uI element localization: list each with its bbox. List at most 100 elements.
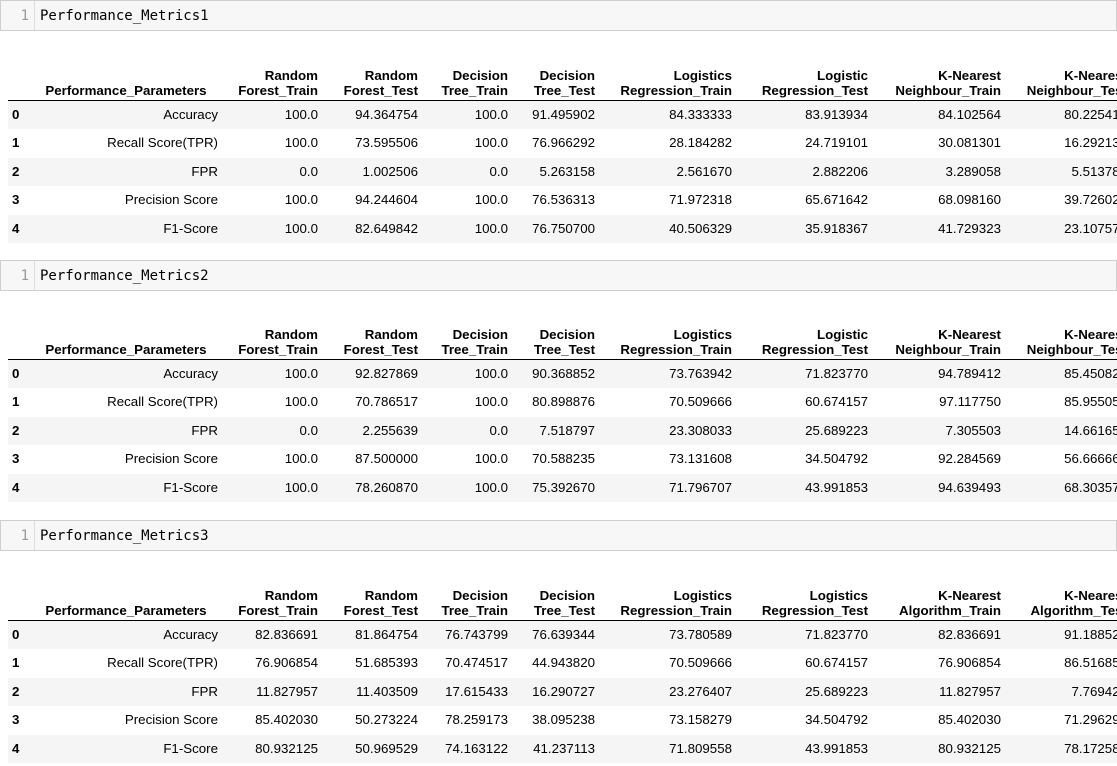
table-cell: 100.0	[474, 135, 508, 151]
column-header: Logistics Regression_Train	[620, 326, 732, 357]
code-input-cell[interactable]: 1 Performance_Metrics3	[0, 520, 1117, 551]
table-cell: 76.966292	[532, 135, 595, 151]
table-row: 1 Recall Score(TPR) 100.0 73.595506 100.0 76.…	[8, 129, 1117, 158]
table-cell: Precision Score	[124, 451, 218, 467]
table-cell: 0.0	[489, 422, 509, 438]
table-cell: 100.0	[284, 479, 318, 495]
code-text[interactable]: Performance_Metrics2	[40, 267, 209, 284]
code-text[interactable]: Performance_Metrics3	[40, 527, 209, 544]
table-cell: 5.513784	[1071, 163, 1117, 179]
table-cell: 2.561670	[676, 163, 732, 179]
table-cell: 83.913934	[805, 106, 868, 122]
table-cell: 100.0	[474, 394, 508, 410]
table-cell: 73.158279	[669, 712, 732, 728]
row-index: 0	[12, 626, 20, 642]
table-cell: 71.972318	[669, 192, 732, 208]
table-cell: Recall Score(TPR)	[107, 394, 218, 410]
table-cell: 0.0	[299, 163, 319, 179]
code-input-cell[interactable]: 1 Performance_Metrics2	[0, 260, 1117, 291]
table-cell: 30.081301	[938, 135, 1001, 151]
table-cell: 100.0	[474, 451, 508, 467]
table-cell: 40.506329	[669, 220, 732, 236]
table-row: 1 Recall Score(TPR) 76.906854 51.685393 70.4…	[8, 649, 1117, 678]
table-cell: 73.763942	[669, 365, 732, 381]
row-index: 0	[12, 106, 20, 122]
column-header: K-Nearest Neighbour_Train	[895, 326, 1001, 357]
table-cell: 78.172589	[1064, 740, 1117, 756]
table-cell: 78.260870	[355, 479, 418, 495]
column-header: K-Nearest Algorithm_Train	[899, 587, 1001, 618]
code-text[interactable]: Performance_Metrics1	[40, 7, 209, 24]
table-cell: F1-Score	[163, 220, 218, 236]
table-cell: 56.666667	[1064, 451, 1117, 467]
table-row: 4 F1-Score 100.0 82.649842 100.0 76.750700 40.…	[8, 214, 1117, 243]
line-number: 1	[1, 261, 35, 290]
table-cell: 1.002506	[362, 163, 418, 179]
table-cell: 25.689223	[805, 683, 868, 699]
table-cell: 23.107570	[1064, 220, 1117, 236]
table-cell: F1-Score	[163, 479, 218, 495]
row-index: 2	[12, 422, 20, 438]
line-number: 1	[1, 1, 35, 30]
row-index: 3	[12, 192, 20, 208]
column-header: K-Nearest Neighbour_Test	[1026, 326, 1117, 357]
table-cell: 76.536313	[532, 192, 595, 208]
table-cell: 85.402030	[938, 712, 1001, 728]
table-cell: 7.769424	[1071, 683, 1117, 699]
row-index: 4	[12, 479, 20, 495]
table-header-row: Performance_Parameters Random Forest_Trai…	[8, 573, 1117, 620]
table-cell: 0.0	[299, 422, 319, 438]
column-header: Decision Tree_Test	[533, 587, 595, 618]
table-cell: 85.955056	[1064, 394, 1117, 410]
table-cell: 34.504792	[805, 451, 868, 467]
table-cell: 97.117750	[939, 394, 1001, 410]
row-index: 1	[12, 655, 20, 671]
column-header: Random Forest_Train	[238, 326, 318, 357]
table-cell: Accuracy	[163, 626, 218, 642]
table-cell: 92.827869	[355, 365, 418, 381]
table-cell: 73.131608	[669, 451, 732, 467]
column-header: Performance_Parameters	[45, 82, 207, 98]
row-index: 3	[12, 451, 20, 467]
table-cell: 100.0	[474, 192, 508, 208]
table-cell: 70.509666	[669, 394, 732, 410]
table-cell: 17.615433	[445, 683, 508, 699]
table-cell: Precision Score	[124, 712, 218, 728]
row-index: 2	[12, 163, 20, 179]
table-cell: 11.827957	[256, 683, 318, 699]
table-cell: 7.305503	[945, 422, 1001, 438]
table-row: 3 Precision Score 100.0 94.244604 100.0 76.53…	[8, 186, 1117, 215]
table-cell: 76.906854	[255, 655, 318, 671]
table-cell: 100.0	[284, 106, 318, 122]
table-cell: 23.276407	[669, 683, 732, 699]
table-cell: 100.0	[284, 365, 318, 381]
table-cell: Accuracy	[163, 106, 218, 122]
table-cell: 41.729323	[938, 220, 1001, 236]
table-cell: 75.392670	[532, 479, 595, 495]
table-cell: 84.333333	[669, 106, 732, 122]
table-cell: 100.0	[284, 220, 318, 236]
column-header	[8, 53, 30, 100]
table-cell: 80.898876	[532, 394, 595, 410]
table-cell: 91.188525	[1064, 626, 1117, 642]
row-index: 1	[12, 135, 20, 151]
table-row: 2 FPR 0.0 2.255639 0.0 7.518797 23.308033 25.68…	[8, 416, 1117, 445]
column-header: Random Forest_Test	[343, 67, 418, 98]
row-index: 0	[12, 365, 20, 381]
table-cell: 68.098160	[938, 192, 1001, 208]
table-cell: 41.237113	[533, 740, 595, 756]
row-index: 4	[12, 220, 20, 236]
table-cell: 16.290727	[532, 683, 595, 699]
table-cell: 100.0	[474, 220, 508, 236]
table-cell: F1-Score	[163, 740, 218, 756]
code-input-cell[interactable]: 1 Performance_Metrics1	[0, 0, 1117, 31]
table-row: 4 F1-Score 100.0 78.260870 100.0 75.392670 71.…	[8, 473, 1117, 502]
table-cell: 91.495902	[532, 106, 595, 122]
table-cell: 0.0	[489, 163, 509, 179]
table-cell: 76.639344	[532, 626, 595, 642]
table-cell: 90.368852	[532, 365, 595, 381]
table-row: 1 Recall Score(TPR) 100.0 70.786517 100.0 80.…	[8, 388, 1117, 417]
table-cell: 50.969529	[355, 740, 418, 756]
column-header: Logistics Regression_Train	[620, 587, 732, 618]
table-cell: 2.255639	[362, 422, 418, 438]
